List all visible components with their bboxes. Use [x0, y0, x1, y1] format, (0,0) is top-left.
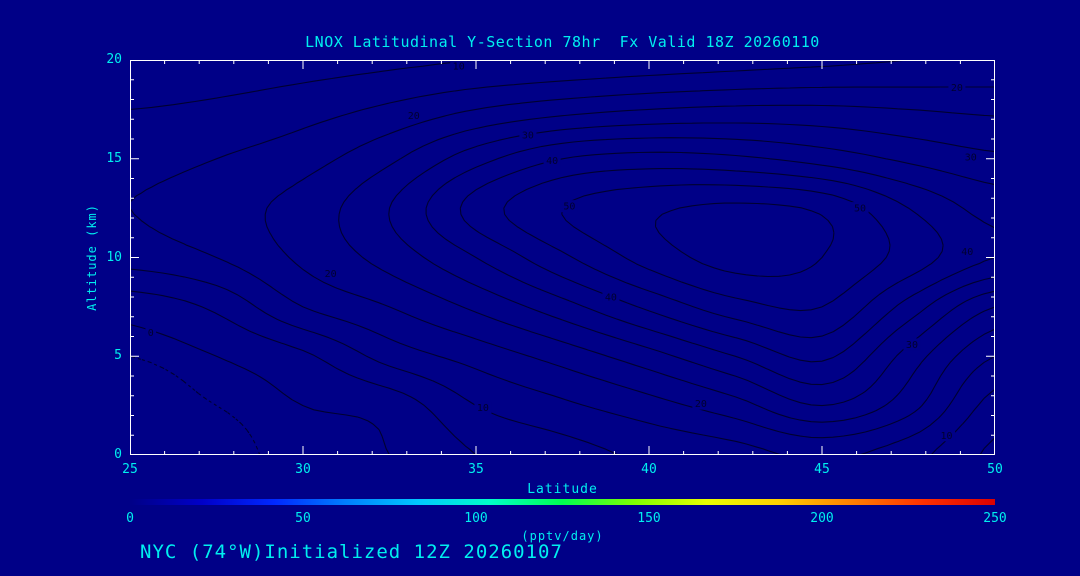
contour-label: 10 — [941, 431, 953, 442]
contour-line-20 — [264, 86, 996, 439]
contour-label: 10 — [477, 403, 489, 414]
contour-label-mask — [851, 202, 869, 215]
contour-label: 40 — [961, 247, 973, 258]
contour-line-10 — [129, 59, 996, 456]
contour-plot-svg: 10 20 30 40 50 50 40 30 40 20 0 20 10 20 30 10 — [129, 59, 996, 456]
y-tick-label: 10 — [106, 249, 122, 265]
contour-label: 40 — [546, 156, 558, 167]
chart-title: LNOX Latitudinal Y-Section 78hr Fx Valid… — [305, 33, 820, 51]
contour-label: 50 — [854, 204, 866, 215]
contour-label: 20 — [325, 269, 337, 280]
contour-line-0 — [129, 324, 390, 456]
contour-label: 50 — [563, 202, 575, 213]
contour-label: 20 — [408, 111, 420, 122]
contour-label: 10 — [453, 61, 465, 72]
contour-label: 30 — [522, 131, 534, 142]
contour-label: 40 — [605, 293, 617, 304]
colorbar-tick-label: 250 — [983, 511, 1007, 526]
contour-label: 30 — [906, 340, 918, 351]
contour-label-mask — [543, 154, 561, 167]
contour-line--2 — [129, 355, 261, 456]
x-tick-label: 25 — [122, 462, 138, 477]
colorbar-tick-label: 100 — [464, 511, 488, 526]
contour-line-55 — [654, 202, 835, 278]
contour-label-mask — [560, 200, 578, 213]
contour-label-mask — [450, 59, 468, 72]
axis-frame — [130, 60, 995, 455]
x-tick-label: 45 — [814, 462, 830, 477]
x-axis-title: Latitude — [527, 482, 598, 497]
contour-label-mask — [903, 338, 921, 351]
contour-label: 20 — [951, 83, 963, 94]
contour-label-mask — [948, 81, 966, 94]
colorbar-tick-label: 150 — [637, 511, 661, 526]
contour-line-5 — [129, 290, 996, 456]
contour-label-mask — [145, 326, 157, 339]
colorbar-tick-label: 0 — [126, 511, 134, 526]
run-info-text: NYC (74°W)Initialized 12Z 20260107 — [140, 541, 563, 563]
x-tick-label: 50 — [987, 462, 1003, 477]
contour-line-45 — [503, 167, 944, 339]
colorbar-gradient — [130, 499, 995, 505]
contour-label: 0 — [148, 328, 154, 339]
contour-label-mask — [962, 150, 980, 163]
contour-label-mask — [322, 267, 340, 280]
contour-label-mask — [938, 429, 956, 442]
y-tick-label: 5 — [114, 348, 122, 364]
contour-line-30 — [388, 122, 996, 407]
contour-label-mask — [602, 291, 620, 303]
axis-ticks — [129, 59, 996, 456]
y-tick-label: 20 — [106, 52, 122, 67]
contour-label-mask — [519, 129, 537, 142]
contour-line-15 — [129, 59, 996, 456]
colorbar-tick-label: 200 — [810, 511, 834, 526]
plot-area: 10 20 30 40 50 50 40 30 40 20 0 20 10 20 30 10 — [129, 59, 996, 456]
x-tick-label: 40 — [641, 462, 657, 477]
colorbar-tick-label: 50 — [295, 511, 311, 526]
y-tick-label: 15 — [106, 150, 122, 166]
y-tick-label: 0 — [114, 447, 122, 462]
contour-line-35 — [425, 137, 996, 386]
contour-label: 30 — [965, 152, 977, 163]
x-tick-label: 35 — [468, 462, 484, 477]
contour-label: 20 — [695, 399, 707, 410]
x-tick-label: 30 — [295, 462, 311, 477]
contour-label-mask — [958, 245, 976, 258]
contour-line-25 — [338, 104, 996, 423]
contour-label-mask — [692, 397, 710, 410]
contour-label-mask — [474, 401, 492, 414]
contour-line-40 — [459, 151, 996, 363]
contour-label-mask — [405, 109, 423, 122]
colorbar-title: (pptv/day) — [521, 529, 604, 543]
